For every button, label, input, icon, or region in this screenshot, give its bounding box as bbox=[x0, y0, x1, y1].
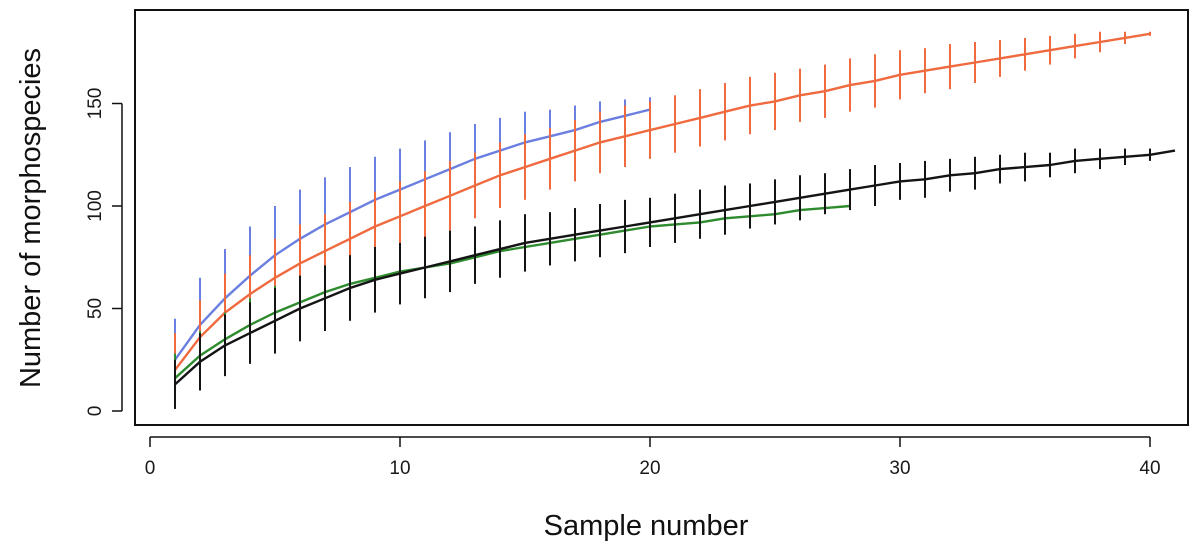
plot-frame bbox=[134, 9, 1189, 426]
series-1 bbox=[174, 97, 651, 401]
y-tick-label: 0 bbox=[85, 406, 106, 417]
series-line bbox=[174, 204, 851, 380]
series-line bbox=[174, 149, 1176, 386]
x-axis-title: Sample number bbox=[544, 510, 749, 542]
y-axis-title: Number of morphospecies bbox=[15, 48, 47, 388]
x-tick-label: 0 bbox=[145, 458, 156, 479]
series-line bbox=[174, 108, 651, 361]
x-tick-label: 20 bbox=[639, 458, 660, 479]
x-tick-label: 30 bbox=[889, 458, 910, 479]
series-line bbox=[174, 32, 1151, 371]
y-axis: 0 50 100 150 bbox=[85, 88, 123, 417]
y-tick-label: 50 bbox=[85, 298, 106, 319]
y-tick-label: 150 bbox=[85, 88, 106, 120]
series-2 bbox=[174, 31, 1151, 407]
x-axis: 0 10 20 30 40 bbox=[145, 436, 1161, 479]
y-tick-label: 100 bbox=[85, 190, 106, 222]
x-tick-label: 40 bbox=[1139, 458, 1160, 479]
x-tick-label: 10 bbox=[389, 458, 410, 479]
series-3 bbox=[174, 203, 851, 403]
series-layer bbox=[174, 31, 1176, 409]
series-4 bbox=[174, 148, 1176, 409]
